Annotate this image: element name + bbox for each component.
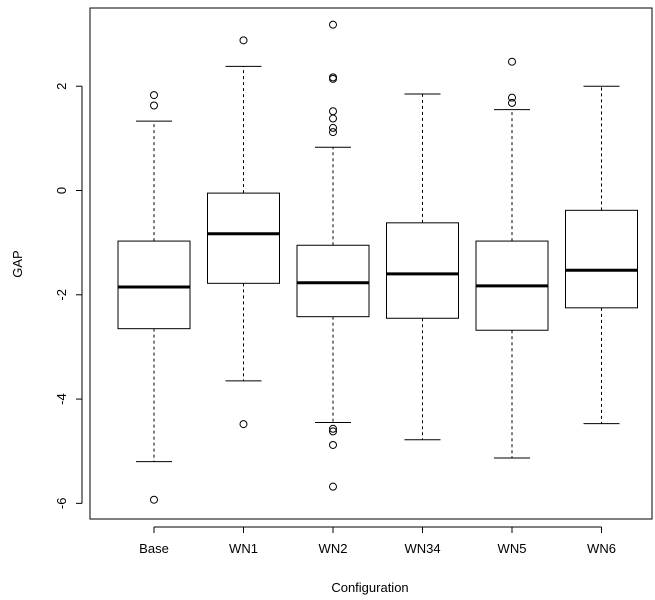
x-axis-label: Configuration (331, 580, 408, 595)
box-iqr (117, 240, 191, 330)
outlier-point (329, 107, 337, 116)
box-wn1 (207, 36, 280, 429)
outlier-point (508, 57, 516, 66)
box-base (117, 91, 191, 504)
outlier-point (329, 20, 337, 29)
outlier-point (329, 114, 337, 123)
y-tick-label: -6 (54, 498, 69, 510)
y-tick-label: 0 (54, 187, 69, 194)
boxes-group (117, 20, 638, 504)
box-iqr (565, 209, 638, 309)
x-tick-label: WN6 (587, 541, 616, 556)
y-tick-label: -2 (54, 289, 69, 301)
outlier-point (329, 482, 337, 491)
x-tick-label: WN34 (404, 541, 440, 556)
outlier-point (150, 495, 158, 504)
outlier-point (508, 98, 516, 107)
outlier-point (329, 427, 337, 436)
x-tick-label: WN2 (319, 541, 348, 556)
box-wn5 (475, 57, 549, 459)
outlier-point (150, 101, 158, 110)
outlier-point (329, 128, 337, 137)
y-axis-label: GAP (10, 250, 25, 277)
x-tick-label: Base (139, 541, 169, 556)
y-tick-label: -4 (54, 393, 69, 405)
box-wn34 (386, 93, 459, 441)
plot-frame (89, 7, 653, 520)
outlier-point (329, 73, 337, 82)
y-tick-label: 2 (54, 83, 69, 90)
outlier-point (239, 36, 248, 45)
box-wn6 (565, 85, 638, 425)
outlier-point (150, 91, 158, 100)
outlier-point (329, 123, 337, 132)
y-axis: -6 -4 -2 0 2 (54, 83, 83, 510)
outlier-point (329, 74, 337, 83)
box-wn2 (296, 20, 370, 491)
x-tick-label: WN1 (229, 541, 258, 556)
x-axis: Base WN1 WN2 WN34 WN5 WN6 (139, 526, 616, 556)
outlier-point (329, 440, 337, 449)
box-iqr (386, 222, 459, 319)
outlier-point (508, 93, 516, 102)
outlier-point (239, 420, 248, 429)
box-iqr (207, 192, 280, 284)
x-tick-label: WN5 (498, 541, 527, 556)
box-iqr (296, 244, 370, 318)
outlier-point (329, 424, 337, 433)
